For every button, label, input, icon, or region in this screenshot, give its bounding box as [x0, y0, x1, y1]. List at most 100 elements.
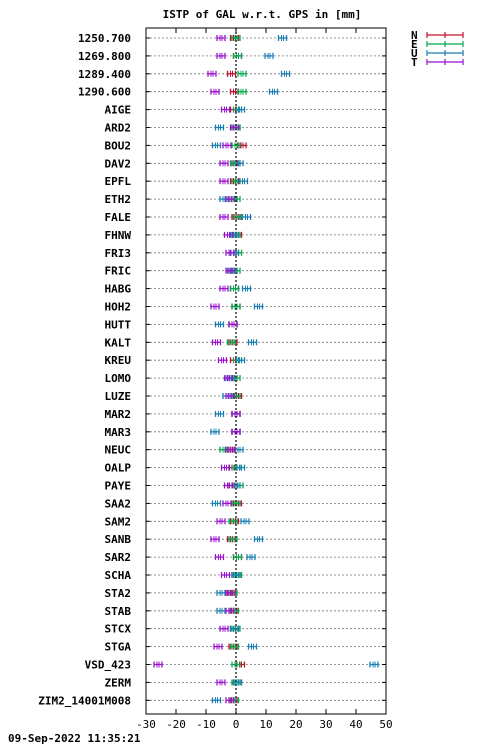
station-label: KREU	[105, 354, 132, 367]
x-tick-label: -30	[136, 718, 156, 731]
point-u	[246, 554, 256, 561]
point-t	[217, 357, 228, 364]
timestamp: 09-Sep-2022 11:35:21	[8, 732, 141, 745]
station-label: FALE	[105, 211, 132, 224]
point-e	[231, 303, 241, 310]
data-marks	[153, 35, 379, 704]
point-t	[219, 214, 229, 220]
station-label: HABG	[105, 283, 132, 296]
grid	[146, 37, 386, 701]
station-label: VSD_423	[85, 659, 131, 672]
point-e	[226, 339, 237, 346]
point-u	[214, 410, 225, 417]
point-u	[241, 214, 252, 220]
point-t	[219, 285, 229, 292]
station-label: ZIM2_14001M008	[38, 694, 131, 707]
point-t	[225, 607, 235, 614]
station-label: BOU2	[105, 139, 132, 152]
point-t	[225, 267, 235, 274]
point-n	[237, 142, 247, 149]
point-t	[222, 142, 232, 149]
point-u	[241, 285, 252, 292]
point-u	[211, 500, 222, 507]
point-t	[207, 70, 217, 77]
station-label: SANB	[105, 533, 132, 546]
point-u	[234, 160, 244, 167]
point-e	[231, 142, 241, 149]
station-label: STGA	[105, 641, 132, 654]
x-tick-label: -20	[166, 718, 186, 731]
point-u	[253, 536, 264, 543]
point-t	[225, 393, 235, 399]
x-tick-label: 20	[289, 718, 302, 731]
point-u	[211, 697, 222, 704]
point-u	[240, 518, 250, 525]
station-label: SAA2	[105, 497, 132, 510]
point-t	[214, 554, 225, 561]
station-label: STA2	[105, 587, 132, 600]
point-t	[216, 52, 226, 59]
station-label: 1289.400	[78, 68, 131, 81]
point-t	[220, 464, 231, 471]
point-u	[216, 589, 226, 596]
station-label: DAV2	[105, 157, 132, 170]
station-label: FRI3	[105, 247, 132, 260]
station-label: ARD2	[105, 122, 132, 135]
point-n	[226, 70, 237, 77]
point-u	[234, 446, 244, 453]
point-e	[228, 536, 238, 543]
point-t	[229, 124, 240, 131]
point-u	[231, 482, 241, 489]
station-label: FRIC	[105, 265, 132, 278]
point-t	[210, 536, 220, 543]
station-label: SAM2	[105, 515, 132, 528]
point-t	[225, 589, 235, 596]
point-t	[223, 231, 234, 238]
point-u	[229, 625, 240, 632]
x-tick-label: 50	[379, 718, 392, 731]
station-label: KALT	[105, 336, 132, 349]
point-u	[280, 70, 291, 77]
x-axis-ticks: -30 -20 -10 0 10 20 30 40 50	[136, 28, 393, 731]
point-u	[235, 464, 246, 471]
point-t	[225, 249, 235, 256]
station-label: STAB	[105, 605, 132, 618]
station-label: HOH2	[105, 301, 132, 314]
legend-label: N	[411, 29, 418, 42]
chart-title: ISTP of GAL w.r.t. GPS in [mm]	[163, 8, 362, 21]
station-label: 1250.700	[78, 32, 131, 45]
x-tick-label: 30	[319, 718, 332, 731]
point-e	[229, 643, 240, 650]
point-t	[225, 196, 235, 203]
point-n	[229, 88, 240, 95]
station-label: 1269.800	[78, 50, 131, 63]
station-label: MAR2	[105, 408, 132, 421]
station-label: MAR3	[105, 426, 132, 439]
legend-label: E	[411, 38, 418, 51]
point-t	[223, 375, 234, 382]
x-tick-label: 10	[259, 718, 272, 731]
point-u	[231, 572, 241, 578]
point-t	[153, 661, 163, 668]
x-tick-label: -10	[196, 718, 216, 731]
point-t	[219, 178, 229, 185]
point-u	[235, 357, 246, 364]
station-label: ETH2	[105, 193, 132, 206]
point-t	[225, 446, 235, 453]
point-t	[219, 160, 229, 167]
legend-label: T	[411, 56, 418, 69]
point-e	[231, 500, 241, 507]
point-t	[223, 482, 234, 489]
station-label: NEUC	[105, 444, 132, 457]
point-e	[231, 661, 241, 668]
station-label: LUZE	[105, 390, 132, 403]
point-e	[232, 554, 243, 561]
point-e	[231, 35, 241, 41]
point-t	[210, 303, 220, 310]
station-label: SCHA	[105, 569, 132, 582]
point-u	[253, 303, 264, 310]
point-u	[369, 661, 379, 668]
station-label: SAR2	[105, 551, 132, 564]
point-u	[214, 124, 225, 131]
